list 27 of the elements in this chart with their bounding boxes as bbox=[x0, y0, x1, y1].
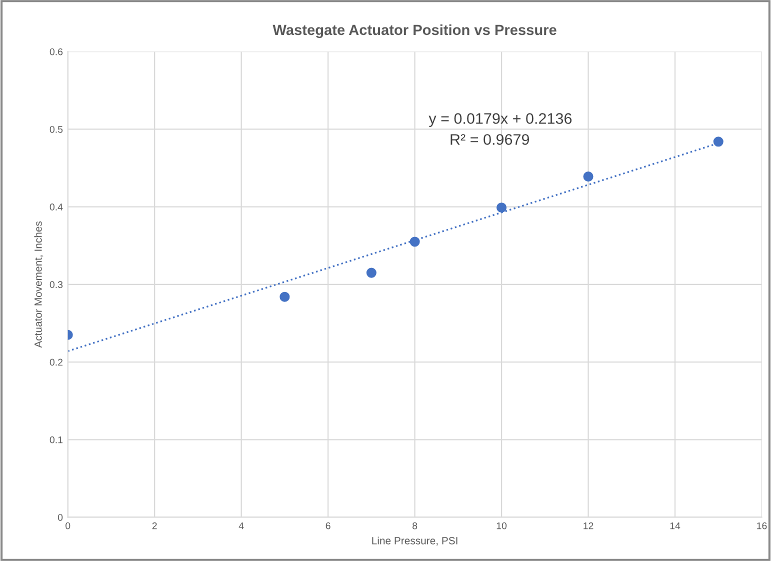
point bbox=[583, 172, 594, 182]
point bbox=[410, 236, 420, 247]
annotation: y = 0.0179x + 0.2136 bbox=[428, 113, 572, 127]
point bbox=[496, 202, 507, 213]
y-axis-title: Actuator Movement, Inches bbox=[34, 221, 44, 348]
point bbox=[713, 136, 724, 147]
x-tick-label: 12 bbox=[584, 522, 594, 530]
y-tick-label: 0.3 bbox=[50, 281, 63, 288]
x-tick-label: 2 bbox=[152, 522, 157, 530]
x-tick-label: 0 bbox=[66, 522, 70, 530]
x-tick-label: 6 bbox=[326, 522, 330, 530]
y-tick-label: 0.6 bbox=[50, 48, 63, 56]
y-tick-label: 0.1 bbox=[50, 436, 63, 444]
annotation: R² = 0.9679 bbox=[450, 134, 530, 145]
y-tick-label: 0.5 bbox=[50, 126, 63, 133]
y-tick-label: 0.4 bbox=[50, 204, 63, 210]
x-tick-label: 14 bbox=[670, 522, 680, 530]
y-tick-label: 0.2 bbox=[50, 358, 62, 366]
y-tick-label: 0 bbox=[58, 514, 63, 521]
point bbox=[366, 268, 376, 278]
point bbox=[280, 292, 290, 302]
x-tick-label: 10 bbox=[496, 522, 507, 530]
x-axis-title: Line Pressure, PSI bbox=[372, 536, 458, 546]
x-tick-label: 8 bbox=[412, 522, 418, 530]
chart-title: Wastegate Actuator Position vs Pressure bbox=[272, 24, 556, 38]
x-tick-label: 4 bbox=[238, 522, 244, 530]
x-tick-label: 16 bbox=[757, 522, 767, 530]
